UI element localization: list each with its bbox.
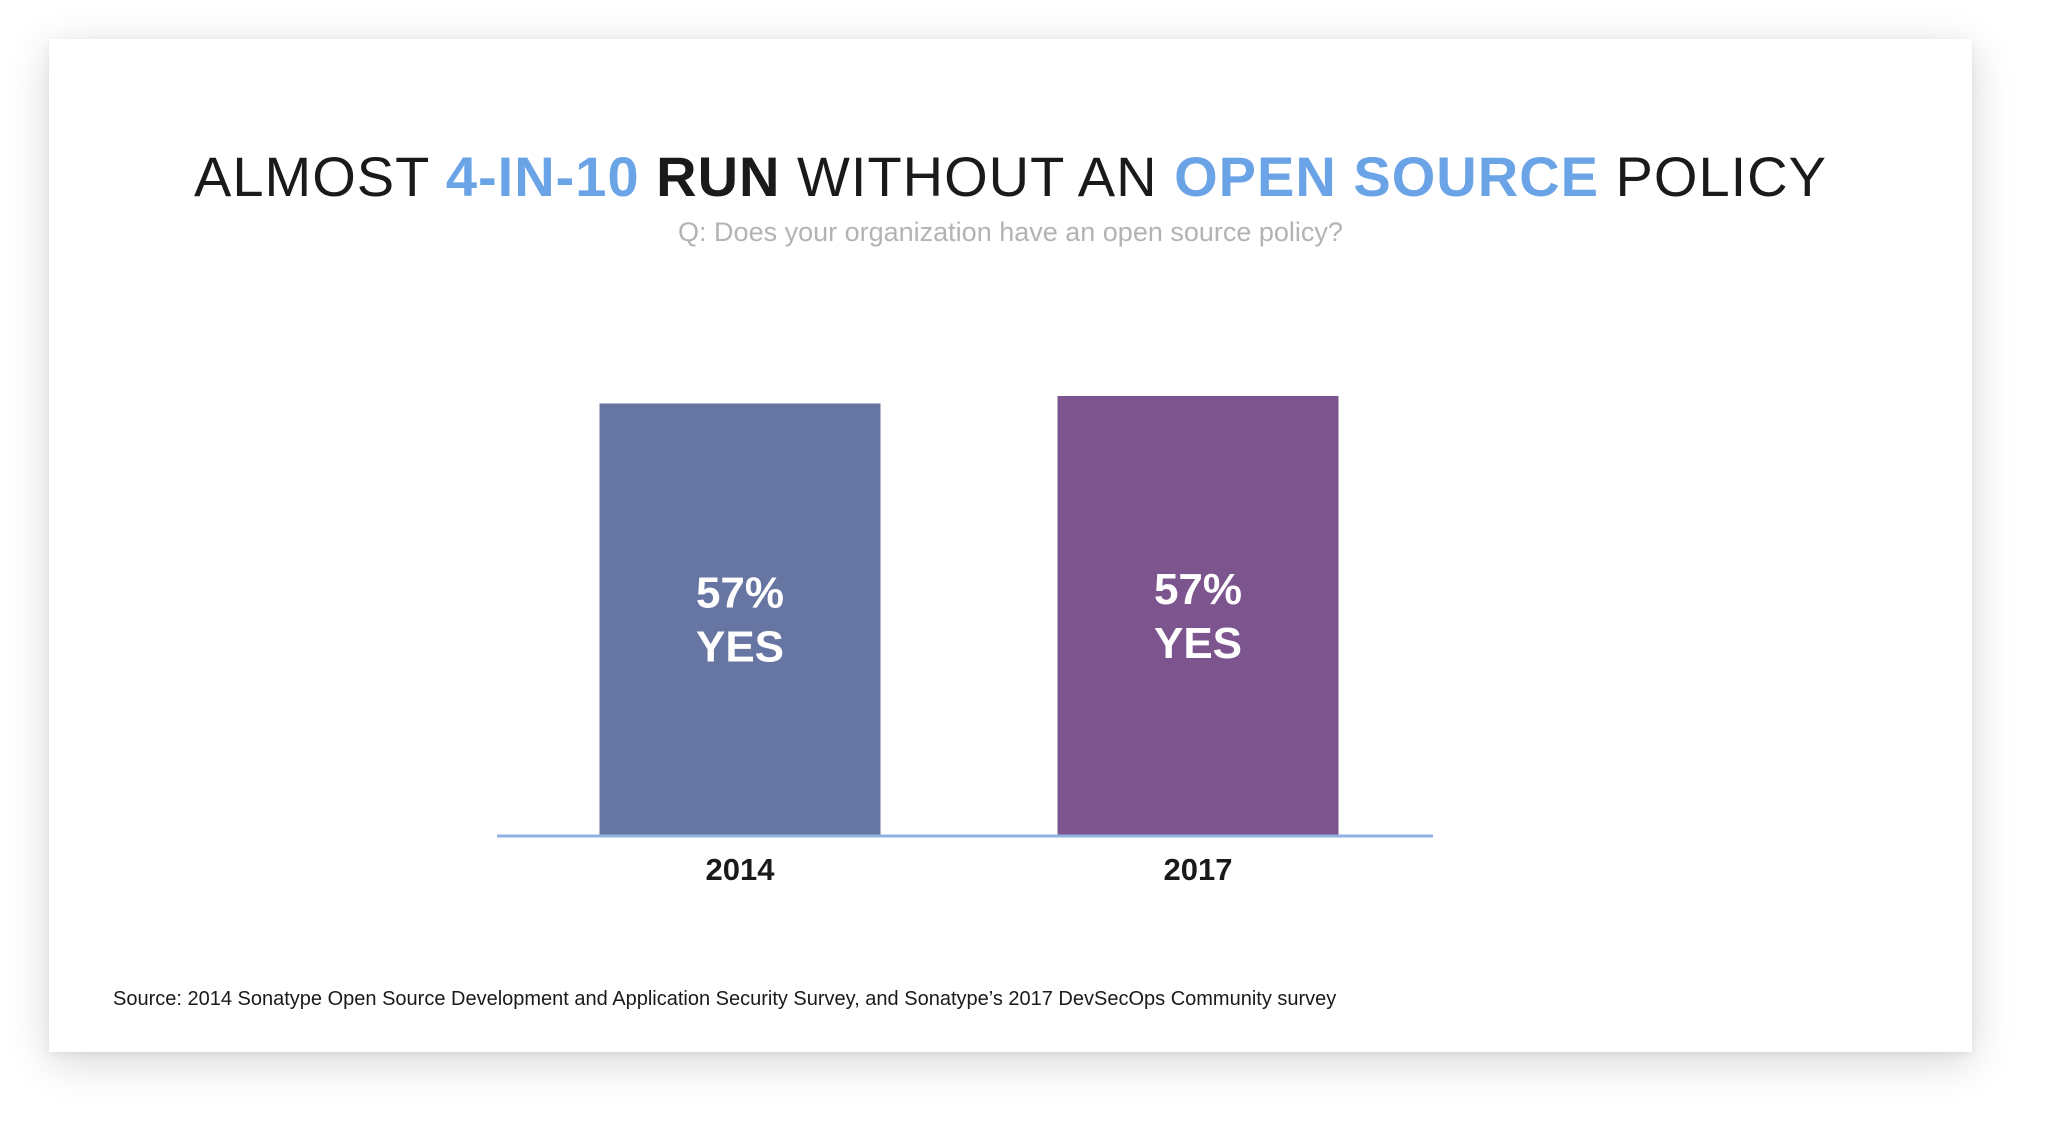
source-note: Source: 2014 Sonatype Open Source Develo… [113, 988, 1337, 1010]
title-part-policy: POLICY [1598, 145, 1827, 208]
title-part-without-an: WITHOUT AN [780, 145, 1175, 208]
chart-title: ALMOST 4-IN-10 RUN WITHOUT AN OPEN SOURC… [49, 149, 1972, 205]
bar-chart: 57% YES 2014 57% YES 2017 [497, 396, 1433, 887]
bar-2017 [1057, 396, 1339, 836]
bar-sub-label-2017: YES [1154, 619, 1242, 668]
title-part-almost: ALMOST [194, 145, 446, 208]
title-part-open-source: OPEN SOURCE [1174, 145, 1599, 208]
slide-card: ALMOST 4-IN-10 RUN WITHOUT AN OPEN SOURC… [49, 39, 1972, 1052]
chart-subtitle: Q: Does your organization have an open s… [678, 217, 1343, 247]
bar-sub-label-2014: YES [696, 623, 784, 672]
x-tick-label-2017: 2017 [1164, 852, 1233, 887]
title-part-run: RUN [639, 145, 781, 208]
x-tick-label-2014: 2014 [706, 852, 776, 887]
bar-2014 [599, 403, 881, 836]
bar-value-label-2014: 57% [696, 569, 784, 618]
bar-value-label-2017: 57% [1154, 565, 1242, 614]
title-part-4-in-10: 4-IN-10 [445, 145, 640, 208]
